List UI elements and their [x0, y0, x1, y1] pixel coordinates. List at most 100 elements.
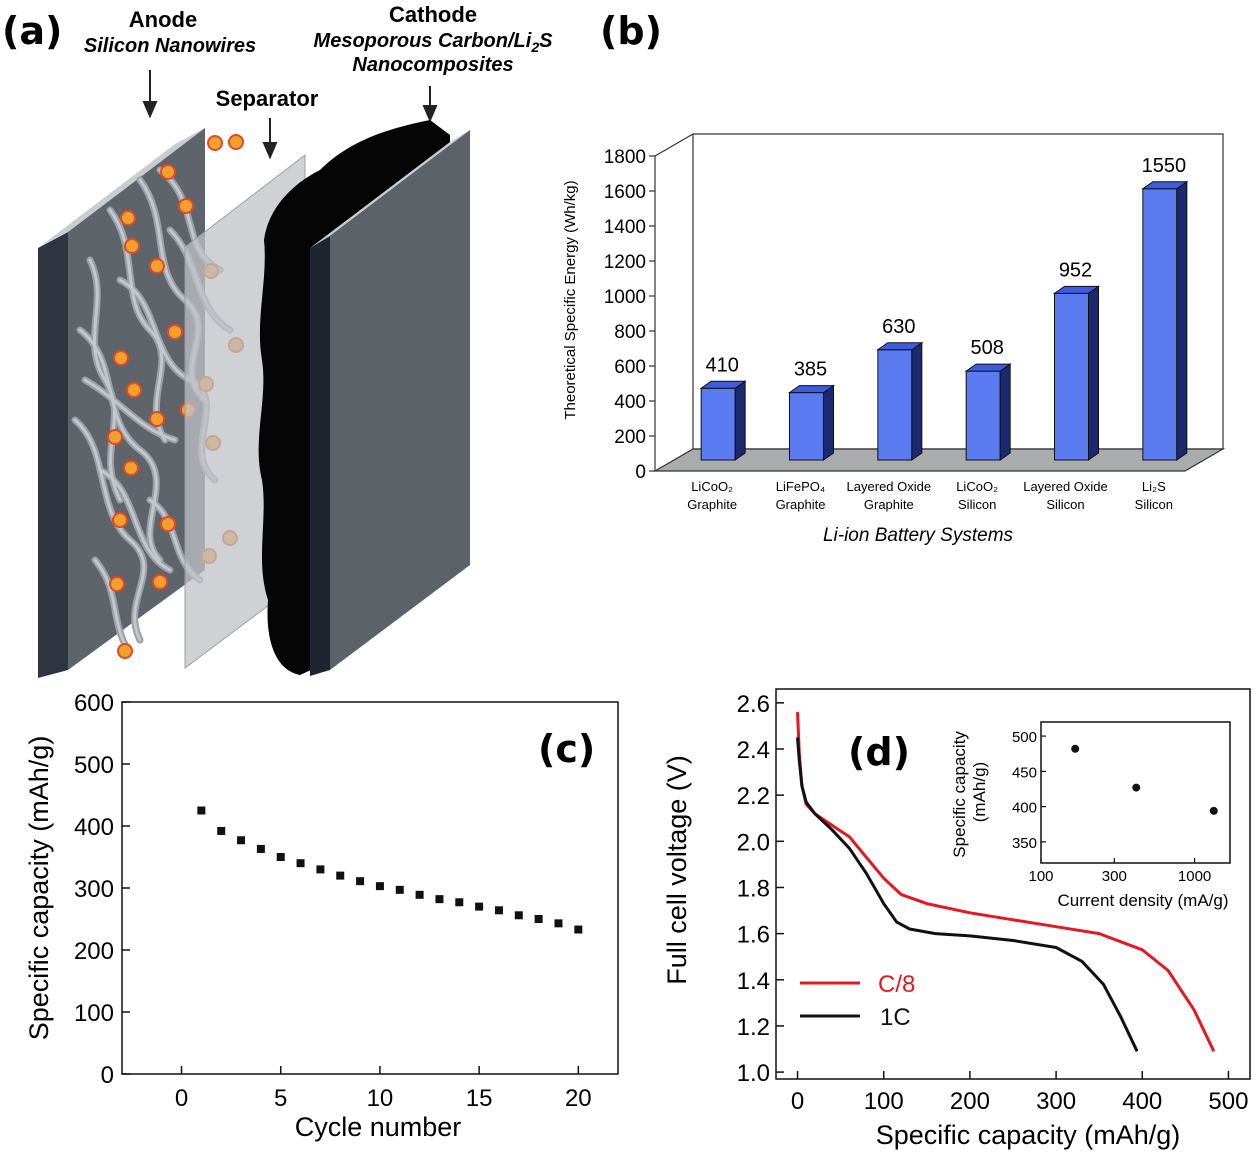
y-tick-label: 2.6	[737, 691, 770, 718]
inset-data-point	[1209, 806, 1218, 815]
x-tick-label: 10	[367, 1085, 394, 1112]
data-point	[375, 882, 384, 891]
silicon-particle	[149, 411, 165, 427]
separator-label: Separator	[216, 86, 319, 111]
bar-side	[911, 341, 923, 461]
data-point	[455, 898, 464, 907]
bar-category-label-line2: Graphite	[687, 497, 737, 512]
x-tick-label: 100	[864, 1088, 904, 1115]
bar-value-label: 385	[794, 359, 827, 381]
data-point	[475, 902, 484, 911]
data-point	[574, 925, 583, 934]
silicon-particle	[126, 382, 142, 398]
cathode-subtitle-1: Mesoporous Carbon/Li2S	[314, 30, 554, 55]
bar-top	[876, 342, 924, 351]
bar-front	[1054, 292, 1089, 461]
y-tick-label: 500	[74, 752, 114, 779]
bar-top	[1141, 181, 1189, 190]
nanowire-highlight	[83, 378, 177, 442]
silicon-particle	[167, 324, 183, 340]
cathode-arrow	[422, 86, 438, 123]
line-chart-x-axis-label: Specific capacity (mAh/g)	[876, 1120, 1181, 1150]
nanowire-highlight	[98, 468, 172, 572]
x-tick-label: 15	[466, 1085, 493, 1112]
nanowire-highlight	[73, 418, 146, 642]
bar-value-label: 508	[970, 337, 1003, 359]
cathode-subtitle-2: Nanocomposites	[352, 54, 513, 76]
data-point	[197, 806, 206, 815]
silicon-particle	[207, 135, 223, 151]
x-tick-label: 400	[1122, 1088, 1162, 1115]
y-tick-label: 1.8	[737, 875, 770, 902]
silicon-particle	[228, 134, 244, 150]
bar-top	[699, 380, 747, 389]
line-chart-y-axis-label: Full cell voltage (V)	[662, 755, 692, 985]
inset-x-tick-label: 300	[1102, 868, 1127, 885]
inset-data-point	[1071, 744, 1080, 753]
y-tick-label: 2.4	[737, 737, 770, 764]
y-tick-label: 400	[74, 814, 114, 841]
data-point	[316, 865, 325, 874]
silicon-particle	[117, 643, 133, 659]
bar-chart-y-tick-label: 1200	[604, 252, 646, 273]
x-tick-label: 5	[274, 1085, 287, 1112]
y-tick-label: 2.0	[737, 829, 770, 856]
line-chart-ticks: 0 100 200 300 400 500 1.0 1.2 1.4 1.6 1.8 2.0 2.2 2.4…	[737, 691, 1249, 1115]
y-tick-label: 1.6	[737, 922, 770, 949]
bar-chart-x-axis-label: Li-ion Battery Systems	[823, 525, 1014, 546]
silicon-particle	[160, 164, 176, 180]
bar-category-label-line1: Layered Oxide	[1023, 479, 1108, 494]
bar-chart-y-tick-label: 1600	[604, 182, 646, 203]
bar-chart-y-tick-label: 0	[635, 462, 646, 483]
inset-x-tick-label: 100	[1028, 868, 1053, 885]
bar-value-label: 630	[882, 316, 915, 338]
x-tick-label: 0	[791, 1088, 804, 1115]
bar-chart-y-tick-label: 200	[614, 427, 646, 448]
silicon-particle	[113, 350, 129, 366]
legend-label-c8: C/8	[878, 971, 915, 998]
data-point	[415, 890, 424, 899]
bar-front	[700, 387, 736, 461]
inset-x-axis-label: Current density (mA/g)	[1058, 891, 1229, 910]
data-point	[514, 911, 523, 920]
bar-value-label: 952	[1059, 259, 1092, 281]
y-tick-label: 2.2	[737, 783, 770, 810]
inset-y-axis-label: Specific capacity (mAh/g)	[950, 726, 989, 857]
y-tick-label: 600	[74, 690, 114, 717]
y-tick-label: 1.0	[737, 1060, 770, 1087]
bar-side	[1088, 285, 1099, 461]
bar-category-label-line1: LiCoO₂	[691, 479, 733, 494]
bar-top	[964, 363, 1012, 372]
bar-chart-category-labels: LiCoO₂ Graphite LiFePO₄ Graphite Layered Oxi…	[687, 479, 1173, 512]
data-point	[395, 885, 404, 894]
bar-chart-y-tick-label: 600	[614, 357, 646, 378]
legend-label-1c: 1C	[880, 1004, 911, 1031]
inset-chart-points	[1071, 744, 1218, 815]
line-chart-series	[796, 712, 1216, 1052]
y-tick-label: 100	[74, 1000, 114, 1027]
data-point	[276, 853, 285, 861]
silicon-particle	[123, 460, 139, 476]
bar-chart-y-tick-label: 800	[614, 322, 646, 343]
panel-b-bar-chart: (b) 0 200 400 600 800 1000 1200 1400 1600 1800 41…	[562, 9, 1226, 546]
bar-side	[823, 384, 834, 461]
bar-side	[999, 363, 1011, 461]
bar-value-label: 410	[705, 354, 738, 376]
bar-category-label-line1: LiCoO₂	[956, 479, 998, 494]
inset-chart-frame	[1040, 721, 1231, 864]
bar-chart-bars: 410 385 630 508 952 1550	[699, 155, 1189, 461]
bar-front	[965, 370, 1001, 461]
bar-chart-y-tick-label: 1000	[604, 287, 646, 308]
bar-chart-y-ticks: 0 200 400 600 800 1000 1200 1400 1600 1800	[604, 147, 655, 483]
series-line-1c	[796, 737, 1139, 1052]
x-tick-label: 0	[175, 1085, 188, 1112]
x-tick-label: 20	[565, 1085, 592, 1112]
bar-category-label-line2: Silicon	[1046, 497, 1084, 512]
y-tick-label: 1.2	[737, 1014, 770, 1041]
y-tick-label: 300	[74, 876, 114, 903]
panel-d-label: (d)	[848, 730, 910, 774]
bar-category-label-line1: Li₂S	[1142, 479, 1166, 494]
y-tick-label: 1.4	[737, 968, 770, 995]
silicon-particle	[160, 516, 176, 532]
